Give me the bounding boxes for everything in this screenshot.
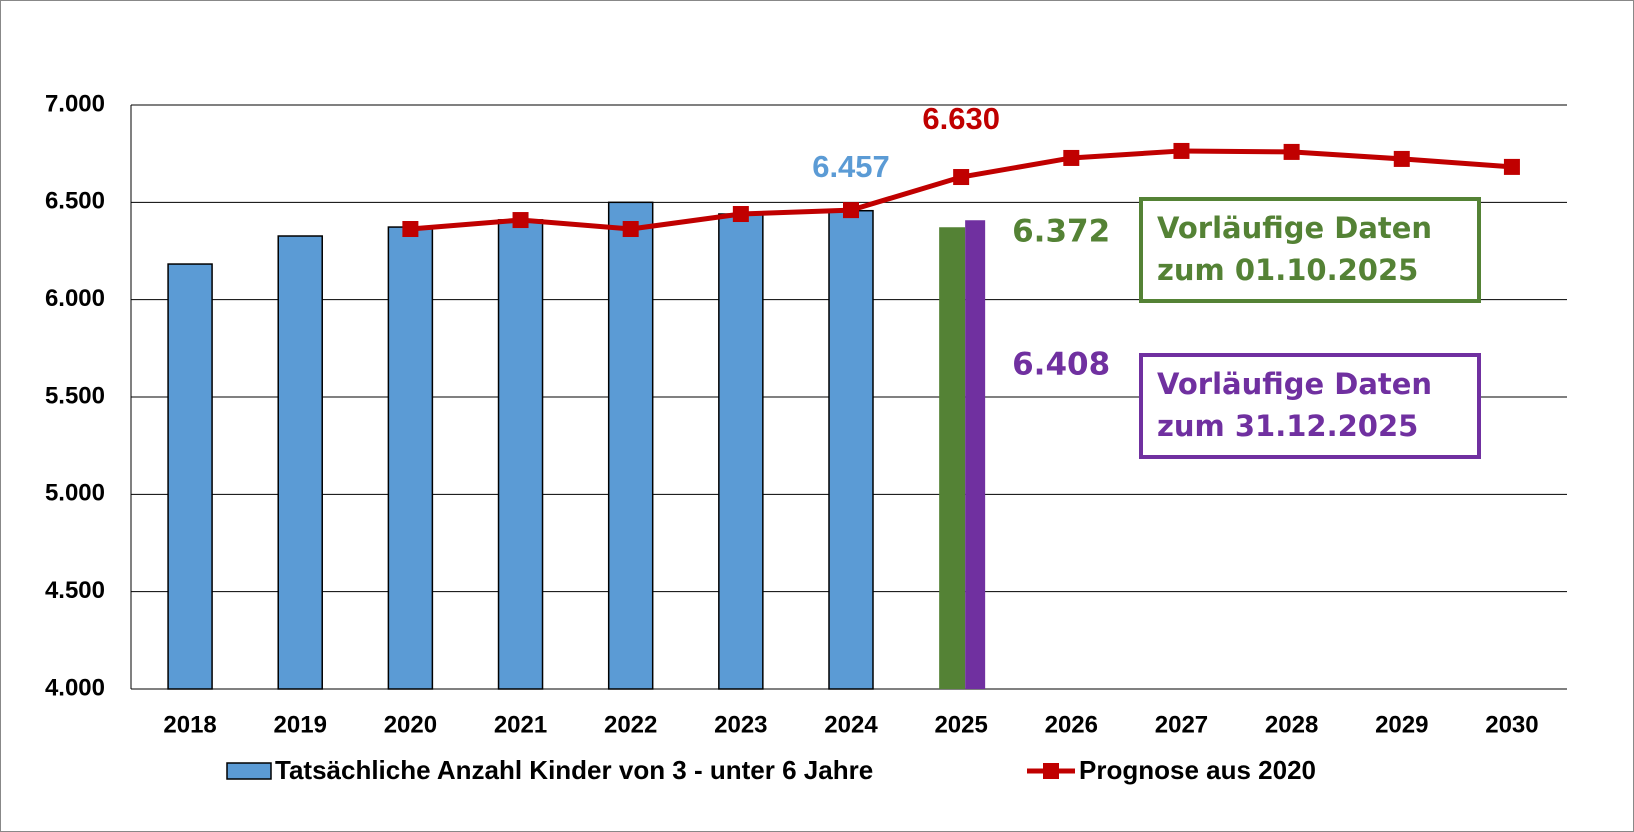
x-tick-label: 2022 bbox=[604, 711, 657, 738]
y-tick-label: 6.500 bbox=[45, 188, 105, 215]
x-tick-label: 2025 bbox=[934, 711, 987, 738]
bar bbox=[828, 209, 874, 690]
y-tick-label: 4.500 bbox=[45, 577, 105, 604]
marker bbox=[1283, 143, 1300, 160]
x-tick-label: 2029 bbox=[1375, 711, 1428, 738]
bar bbox=[277, 235, 323, 690]
marker bbox=[402, 221, 419, 238]
bar bbox=[607, 201, 654, 690]
bar bbox=[497, 219, 544, 690]
data-label: 6.408 bbox=[1012, 347, 1110, 383]
x-tick-label: 2028 bbox=[1265, 711, 1318, 738]
y-tick-label: 6.000 bbox=[45, 285, 105, 312]
bar bbox=[387, 226, 434, 690]
legend-box: Vorläufige Daten zum 31.12.2025 bbox=[1139, 353, 1481, 459]
x-tick-label: 2030 bbox=[1485, 711, 1538, 738]
legend-swatch bbox=[1043, 763, 1059, 779]
bar bbox=[167, 263, 213, 690]
y-tick-label: 4.000 bbox=[45, 674, 105, 701]
y-tick-label: 5.500 bbox=[45, 382, 105, 409]
x-tick-label: 2020 bbox=[384, 711, 437, 738]
x-tick-label: 2026 bbox=[1045, 711, 1098, 738]
y-tick-label: 7.000 bbox=[45, 90, 105, 117]
bar bbox=[939, 227, 966, 689]
marker bbox=[1063, 149, 1080, 166]
x-tick-label: 2027 bbox=[1155, 711, 1208, 738]
bar bbox=[965, 220, 986, 689]
legend-box: Vorläufige Daten zum 01.10.2025 bbox=[1139, 197, 1481, 303]
legend-label: Prognose aus 2020 bbox=[1079, 755, 1316, 785]
x-tick-label: 2021 bbox=[494, 711, 547, 738]
x-tick-label: 2019 bbox=[274, 711, 327, 738]
x-tick-label: 2023 bbox=[714, 711, 767, 738]
y-tick-label: 5.000 bbox=[45, 480, 105, 507]
marker bbox=[622, 221, 639, 238]
x-tick-label: 2018 bbox=[163, 711, 216, 738]
x-tick-label: 2024 bbox=[824, 711, 878, 738]
marker bbox=[1393, 150, 1410, 167]
marker bbox=[512, 212, 529, 229]
marker bbox=[732, 206, 749, 223]
data-label: 6.457 bbox=[812, 149, 890, 184]
legend-swatch bbox=[226, 762, 272, 780]
bar bbox=[718, 213, 764, 690]
marker bbox=[1503, 158, 1520, 175]
legend-label: Tatsächliche Anzahl Kinder von 3 - unter… bbox=[275, 755, 873, 785]
marker bbox=[843, 202, 859, 219]
marker bbox=[953, 169, 970, 186]
marker bbox=[1173, 142, 1190, 159]
data-label: 6.630 bbox=[922, 101, 1000, 136]
data-label: 6.372 bbox=[1012, 214, 1110, 250]
